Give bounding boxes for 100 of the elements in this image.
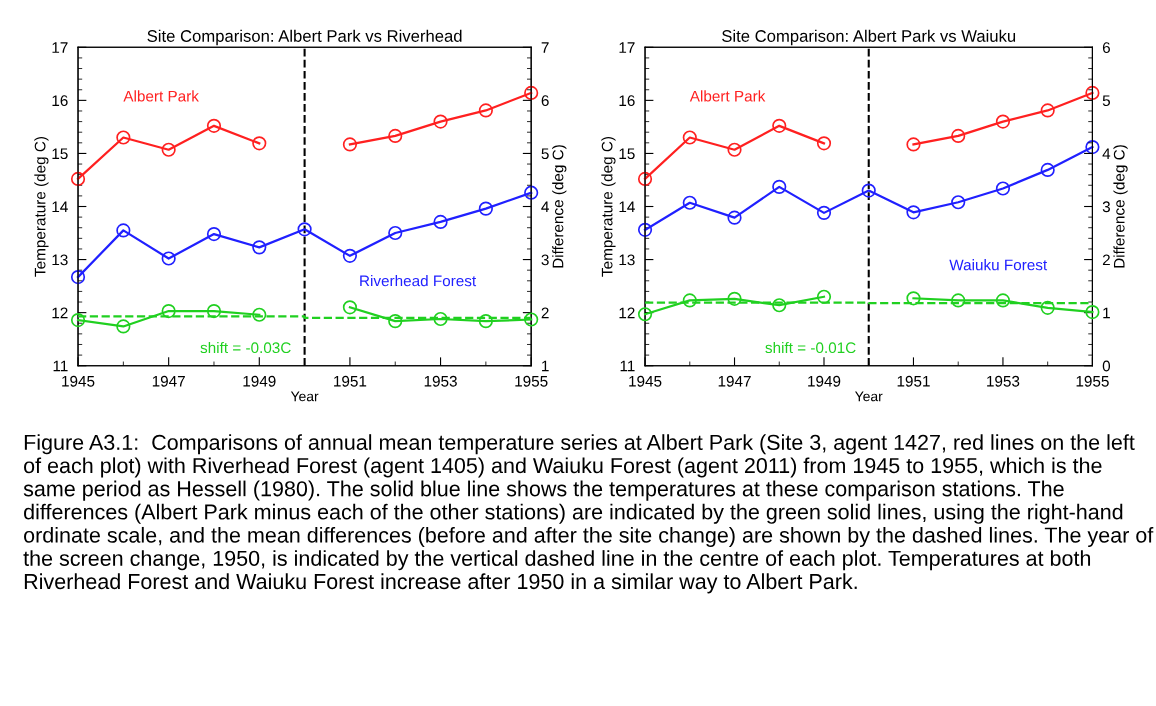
point [116, 130, 131, 145]
y2-tick-label: 6 [1102, 42, 1110, 53]
y2-tick-label: 4 [1102, 148, 1111, 159]
point [524, 85, 539, 101]
x-tick-label: 1949 [243, 375, 276, 387]
point [951, 195, 966, 210]
y-axis-title: Temperature (deg C) [601, 136, 616, 277]
point [772, 118, 787, 133]
point [206, 227, 222, 242]
y-tick-label: 14 [619, 201, 635, 213]
point [727, 210, 742, 225]
y-tick-label: 15 [52, 148, 68, 160]
x-tick-label: 1947 [718, 375, 751, 387]
point [433, 114, 448, 129]
point [478, 103, 493, 118]
point [342, 248, 358, 263]
y2-tick-label: 6 [541, 95, 549, 107]
point [161, 251, 176, 266]
point [772, 179, 787, 194]
y-tick-label: 12 [52, 307, 68, 319]
y-tick-label: 14 [52, 201, 68, 213]
series-label: Albert Park [123, 90, 199, 102]
y2-tick-label: 0 [1102, 360, 1111, 372]
text: Waiuku Forest [949, 259, 1048, 271]
y2-tick-label: 2 [541, 307, 549, 319]
y2-tick-label: 3 [541, 254, 549, 266]
x-tick-label: 1955 [515, 375, 548, 387]
point [861, 183, 876, 198]
point [388, 314, 403, 329]
annotation: shift = -0.01C [765, 341, 856, 354]
point [70, 312, 86, 328]
y-tick-label: 16 [619, 95, 635, 107]
y-axis-title: Temperature (deg C) [34, 136, 49, 277]
point [1085, 85, 1100, 101]
y-tick-label: 13 [619, 254, 635, 266]
point [388, 225, 403, 241]
chart-title: Site Comparison: Albert Park vs Riverhead [147, 29, 462, 46]
point [116, 319, 131, 334]
point [252, 307, 267, 322]
x-tick-label: 1945 [629, 375, 662, 387]
x-tick-label: 1953 [987, 375, 1020, 387]
point [995, 114, 1011, 129]
chart-title: Site Comparison: Albert Park vs Waiuku [722, 29, 1016, 46]
y-tick-label: 17 [52, 42, 68, 53]
y2-tick-label: 1 [542, 360, 549, 372]
point [433, 311, 448, 327]
point [388, 128, 403, 144]
y-tick-label: 15 [619, 148, 635, 160]
point [342, 300, 358, 315]
point [478, 314, 493, 329]
series-label: Albert Park [689, 90, 766, 102]
point [524, 185, 539, 200]
point [637, 222, 653, 237]
y2-tick-label: 4 [541, 201, 549, 213]
point [116, 223, 131, 238]
point [206, 303, 222, 319]
y2-tick-label: 3 [1102, 201, 1110, 213]
point [637, 171, 653, 186]
point [206, 118, 222, 133]
x-tick-label: 1953 [424, 375, 457, 387]
x-tick-label: 1945 [62, 375, 95, 387]
annotation: shift = -0.03C [200, 341, 291, 354]
point [70, 171, 86, 186]
y-tick-label: 11 [53, 360, 68, 372]
point [161, 142, 176, 157]
point [252, 136, 267, 151]
x-tick-label: 1949 [808, 375, 841, 387]
y-tick-label: 17 [619, 42, 635, 53]
point [951, 128, 966, 144]
x-tick-label: 1951 [897, 375, 930, 387]
point [70, 269, 86, 285]
y-tick-label: 12 [619, 307, 635, 319]
point [433, 214, 448, 229]
x-axis-title: Year [855, 391, 883, 402]
point [1040, 162, 1055, 177]
point [478, 201, 493, 216]
x-tick-label: 1951 [334, 375, 367, 387]
y-tick-label: 11 [620, 360, 635, 372]
y2-tick-label: 7 [541, 42, 549, 53]
y2-tick-label: 5 [1102, 95, 1110, 107]
point [816, 205, 832, 220]
point [906, 205, 921, 220]
y2-tick-label: 5 [541, 148, 549, 160]
point [1085, 139, 1100, 155]
x-tick-label: 1947 [152, 375, 185, 387]
y2-axis-title: Difference (deg C) [1113, 145, 1128, 268]
point [816, 136, 832, 151]
y2-tick-label: 1 [1103, 307, 1110, 319]
point [297, 222, 312, 237]
point [161, 303, 176, 319]
point [252, 240, 267, 255]
point [995, 181, 1011, 196]
y-tick-label: 16 [52, 95, 68, 107]
point [727, 142, 742, 157]
point [682, 195, 697, 210]
point [342, 137, 358, 152]
point [906, 137, 921, 152]
point [1040, 103, 1055, 118]
point [524, 312, 539, 327]
y-tick-label: 13 [52, 254, 68, 266]
